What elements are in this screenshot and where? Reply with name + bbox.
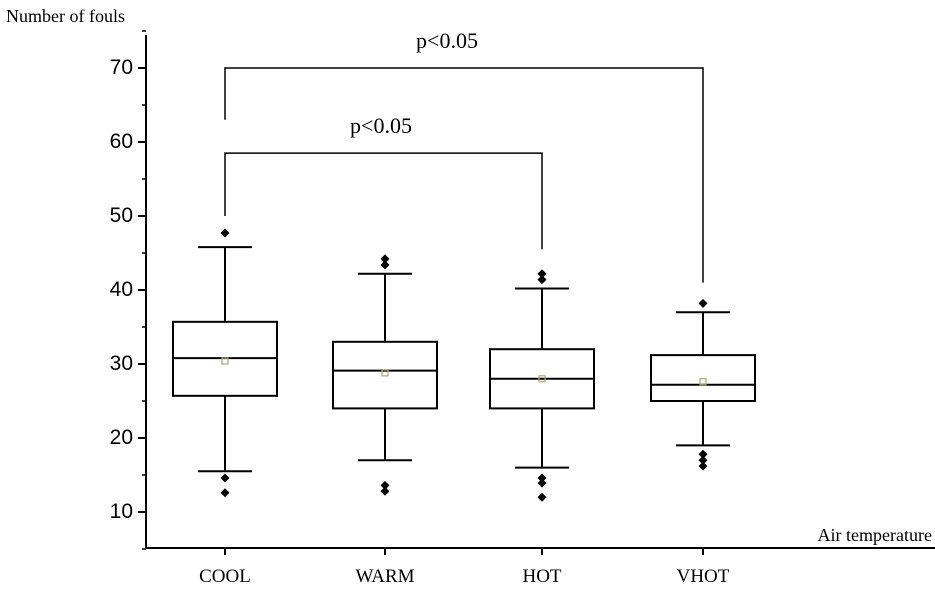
mean-marker [538,375,546,383]
outlier-point [380,480,390,490]
iqr-box [332,340,438,410]
significance-label: p<0.05 [350,113,412,138]
y-tick-label: 30 [110,352,133,375]
outlier-point [698,461,708,471]
boxes [172,228,756,502]
y-axis-title: Number of fouls [6,6,125,26]
outlier-point [380,260,390,270]
box-group-cool [172,228,278,498]
outlier-point [537,492,547,502]
outlier-point [220,488,230,498]
x-tick-label: VHOT [677,566,730,587]
x-tick-label: COOL [199,566,251,587]
outlier-point [537,269,547,279]
x-tick-label: WARM [355,566,414,587]
mean-marker [221,357,229,365]
box-group-warm [332,254,438,496]
outlier-point [220,473,230,483]
y-tick-label: 70 [110,56,133,79]
significance-brackets: p<0.05 p<0.05 [224,28,704,283]
outlier-point [537,478,547,488]
outlier-point [537,275,547,285]
y-tick-label: 50 [110,204,133,227]
outlier-point [380,254,390,264]
outlier-point [698,298,708,308]
outlier-point [537,473,547,483]
y-tick-label: 10 [110,500,133,523]
bracket-line [224,67,704,283]
significance-bracket-cool-vhot: p<0.05 [224,28,704,283]
y-tick-label: 20 [110,426,133,449]
outlier-point [698,449,708,459]
y-tick-label: 40 [110,278,133,301]
x-tick-label: HOT [522,566,561,587]
mean-marker [381,369,389,377]
significance-label: p<0.05 [416,28,478,53]
iqr-box [650,354,756,402]
x-axis-title: Air temperature [818,525,932,545]
mean-marker [699,378,707,386]
outlier-point [380,486,390,496]
y-tick-label: 60 [110,130,133,153]
significance-bracket-cool-hot: p<0.05 [224,113,543,250]
box-group-vhot [650,298,756,471]
axes: 10 20 30 40 50 60 70 COOL WARM HOT VHOT [110,30,935,587]
bracket-line [224,152,543,250]
outlier-point [698,455,708,465]
box-group-hot [489,269,595,502]
outlier-point [220,228,230,238]
